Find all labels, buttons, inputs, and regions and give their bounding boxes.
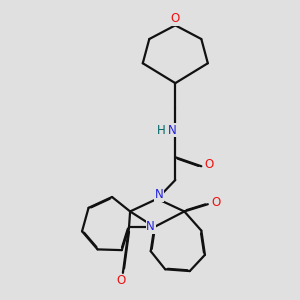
- Text: O: O: [205, 158, 214, 171]
- Text: O: O: [171, 12, 180, 25]
- Text: H: H: [157, 124, 166, 136]
- Text: N: N: [146, 220, 155, 233]
- Text: N: N: [168, 124, 177, 136]
- Text: O: O: [116, 274, 126, 287]
- Text: N: N: [155, 188, 164, 201]
- Text: O: O: [211, 196, 220, 209]
